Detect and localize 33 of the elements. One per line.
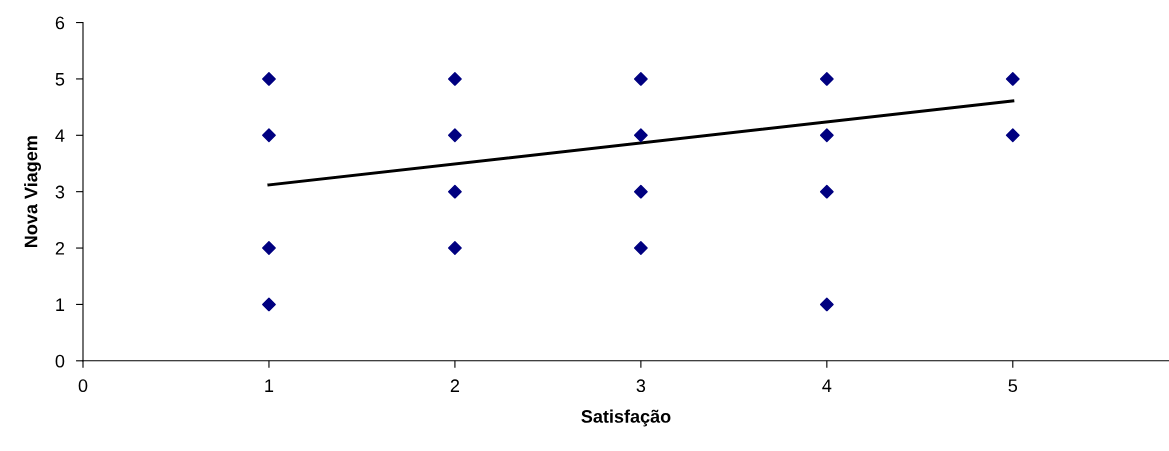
x-tick-label: 3 — [636, 379, 646, 393]
point — [633, 72, 648, 86]
point — [819, 128, 834, 143]
x-tick-label: 5 — [1008, 379, 1018, 393]
x-tick-label: 2 — [450, 379, 460, 392]
point — [1005, 128, 1020, 143]
point — [819, 184, 834, 199]
point — [262, 241, 276, 255]
point — [633, 184, 648, 199]
y-tick-label: 0 — [55, 354, 65, 368]
point — [262, 128, 276, 143]
point — [1005, 72, 1020, 86]
point — [819, 297, 834, 312]
x-tick-label: 0 — [78, 379, 88, 393]
x-tick-label: 4 — [822, 379, 832, 392]
point — [448, 184, 462, 199]
y-tick-label: 2 — [55, 241, 65, 255]
point — [633, 128, 648, 143]
x-tick-label: 1 — [265, 379, 274, 392]
y-tick-label: 4 — [55, 129, 65, 142]
point — [448, 241, 462, 255]
y-tick-label: 5 — [55, 73, 65, 86]
y-tick-label: 1 — [56, 298, 65, 311]
point — [448, 128, 462, 143]
point — [262, 72, 276, 86]
point — [633, 241, 648, 255]
point — [262, 297, 276, 312]
x-axis-title: Satisfação — [581, 409, 671, 427]
point — [819, 72, 834, 86]
y-tick-label: 3 — [55, 185, 65, 199]
y-axis-title: Nova Viagem — [24, 136, 42, 247]
y-tick-label: 6 — [55, 16, 65, 30]
point — [448, 72, 462, 86]
